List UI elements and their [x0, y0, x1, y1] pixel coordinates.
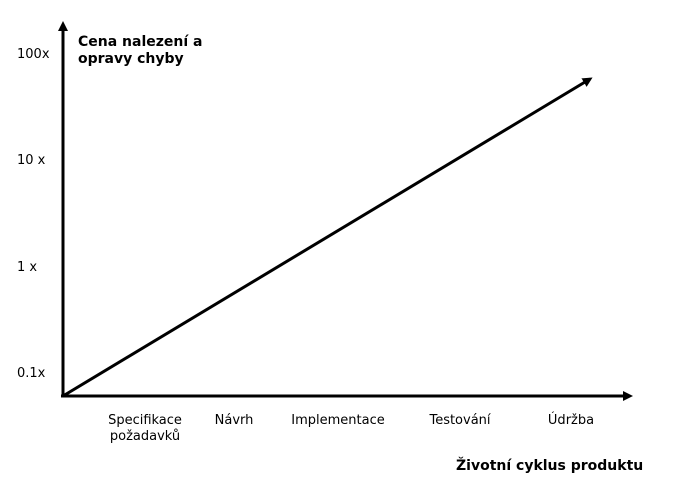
- x-tick-label: Údržba: [548, 413, 594, 429]
- y-tick-label: 0.1x: [17, 366, 46, 381]
- x-tick-label-line: Testování: [429, 413, 491, 428]
- y-tick-label: 1 x: [17, 260, 38, 275]
- x-axis-title: Životní cyklus produktu: [456, 458, 644, 474]
- x-tick-label: Testování: [429, 413, 490, 429]
- x-tick-label-line: Implementace: [291, 413, 385, 428]
- series-layer: [62, 77, 593, 398]
- x-tick-label-line: Specifikace: [108, 413, 182, 428]
- y-tick-label: 10 x: [17, 153, 46, 168]
- y-axis-title: Cena nalezení a opravy chyby: [78, 34, 218, 68]
- y-axis-title-line: opravy chyby: [78, 51, 184, 67]
- x-tick-label: Implementace: [291, 413, 384, 429]
- x-tick-label: Specifikace požadavků: [108, 413, 182, 445]
- x-tick-label: Návrh: [215, 413, 254, 429]
- cost-trend-line: [62, 77, 593, 398]
- y-tick-label: 100x: [17, 47, 50, 62]
- x-tick-label-line: Údržba: [547, 413, 595, 428]
- x-tick-label-line: Návrh: [214, 413, 254, 428]
- x-tick-label-line: požadavků: [109, 429, 181, 444]
- y-axis-title-line: Cena nalezení a: [78, 34, 203, 50]
